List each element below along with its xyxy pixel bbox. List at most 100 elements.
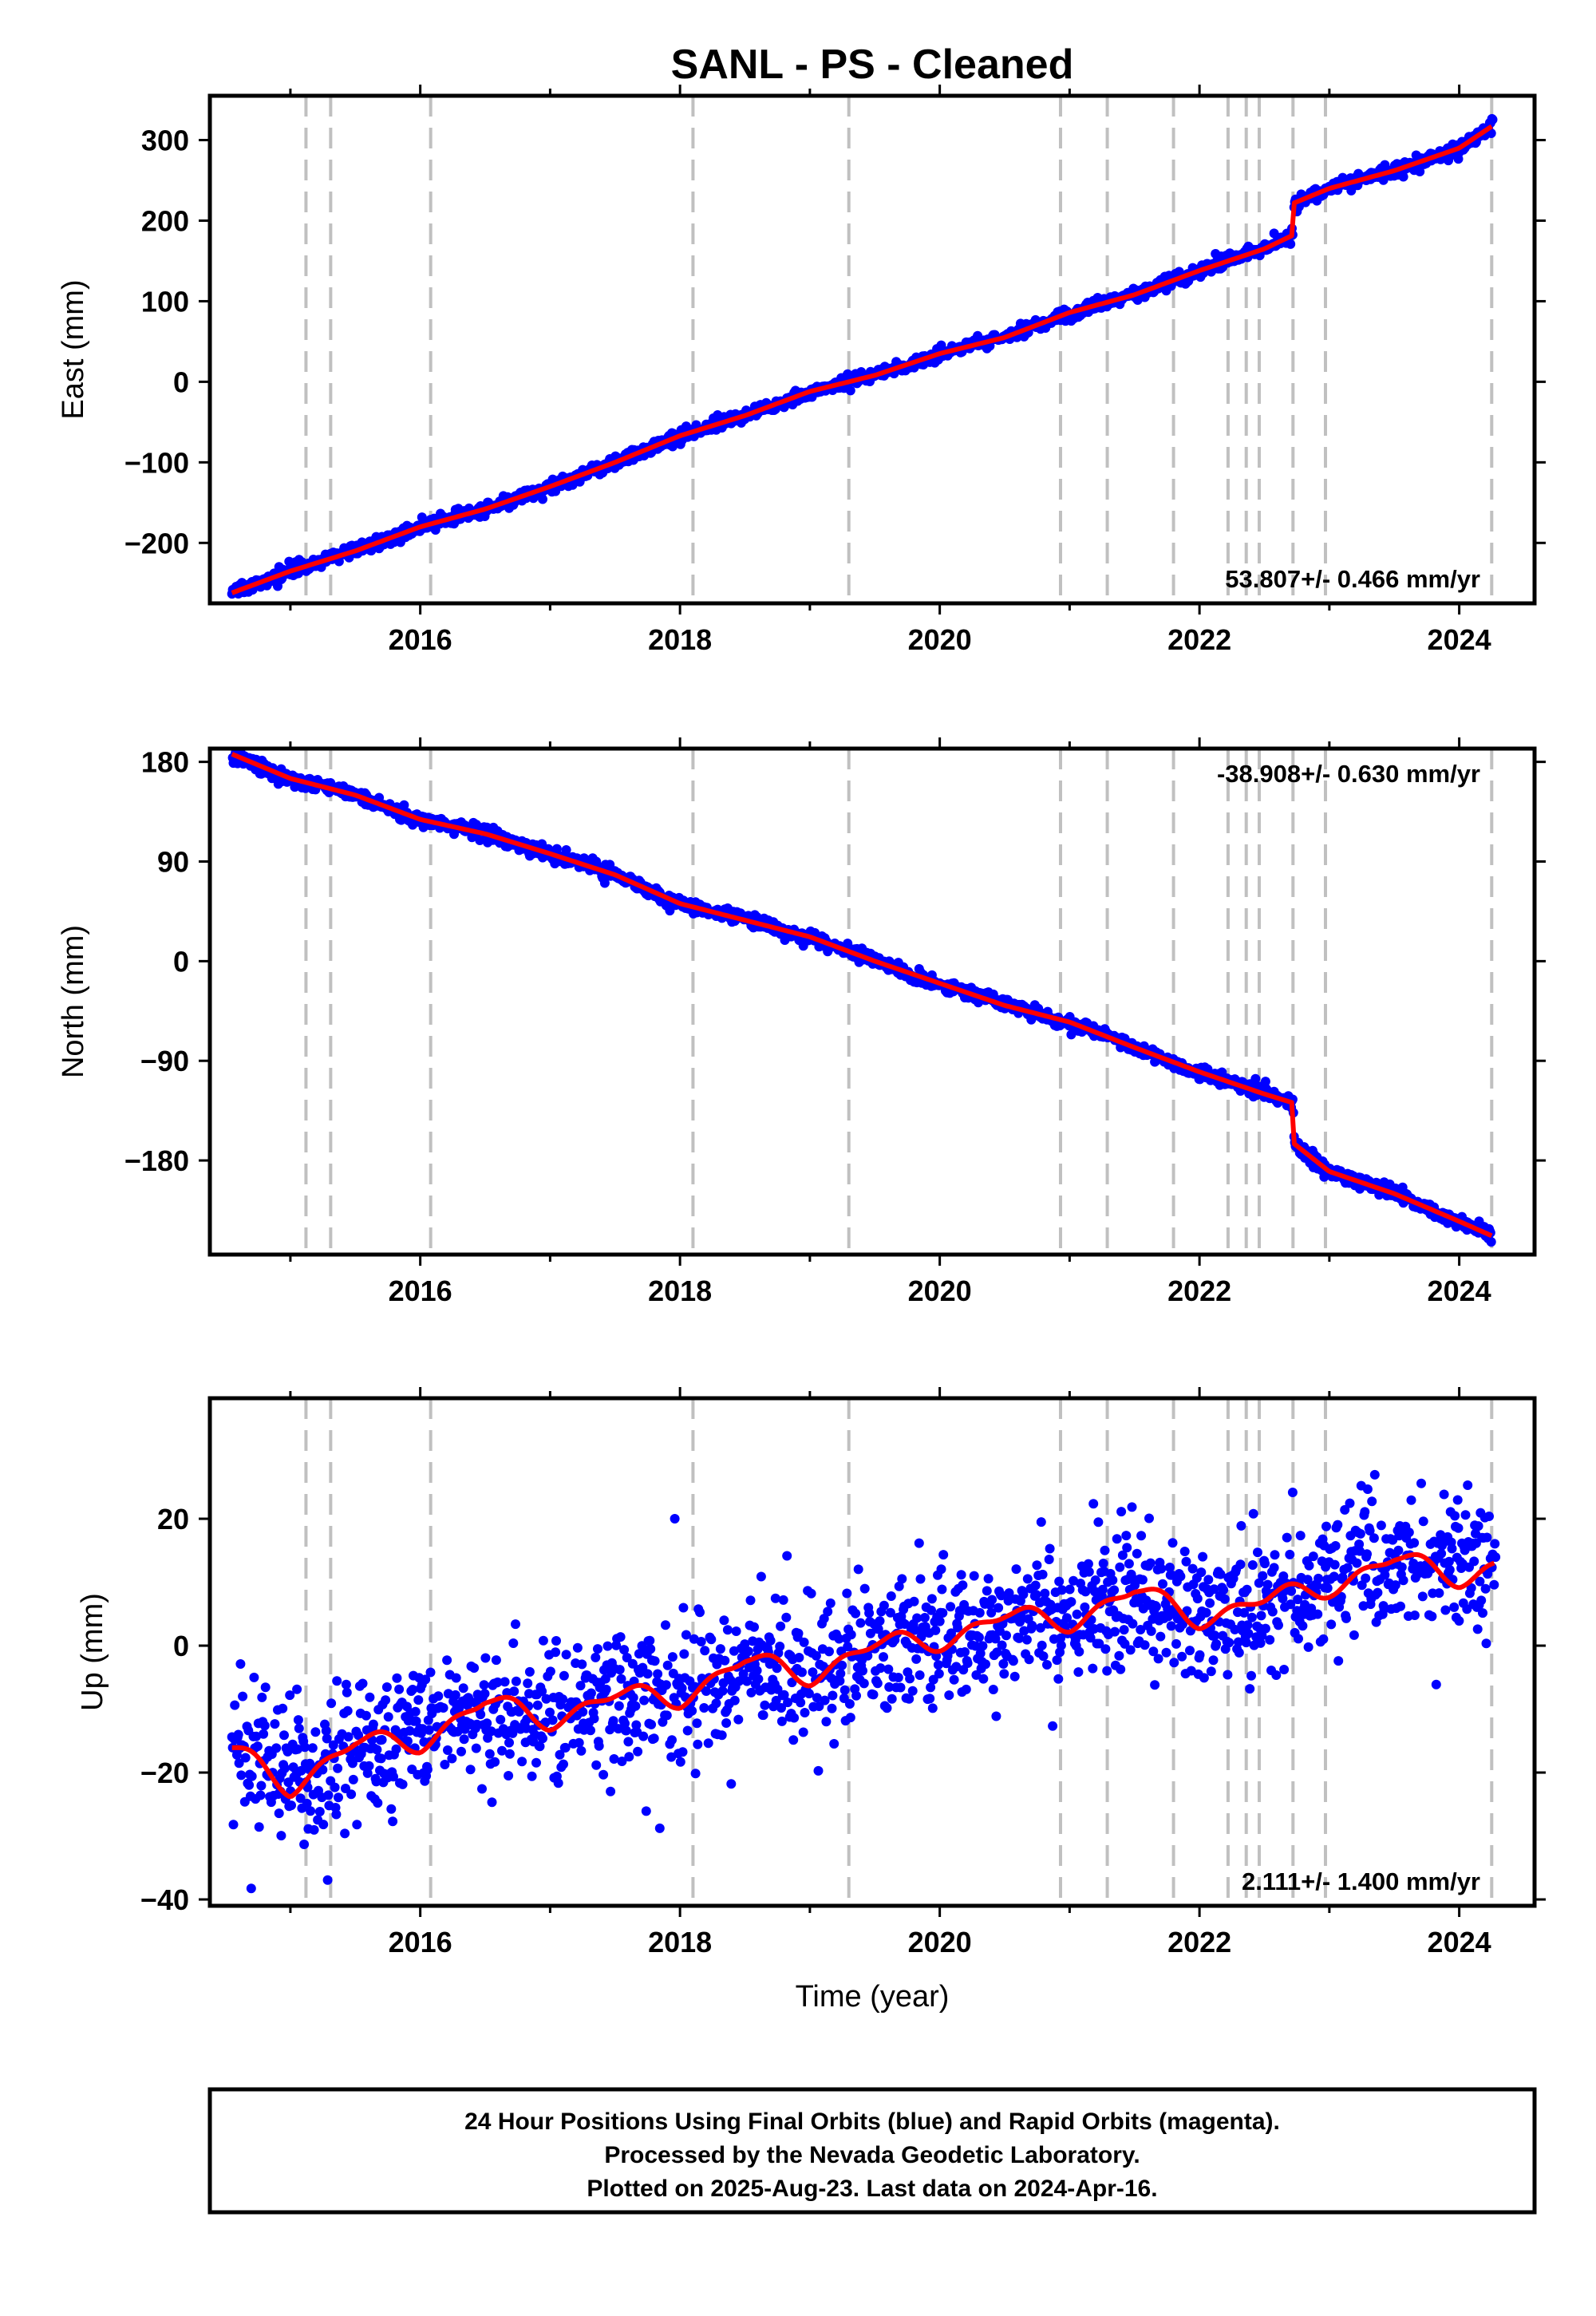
data-point (1211, 1638, 1222, 1649)
data-point (706, 1634, 717, 1645)
data-point (1341, 1613, 1351, 1623)
data-point (1018, 1589, 1029, 1599)
data-point (1330, 1541, 1341, 1551)
data-point (294, 1723, 304, 1733)
data-point (347, 1758, 358, 1769)
data-point (410, 1706, 421, 1717)
data-point (909, 1596, 919, 1607)
data-point (540, 1717, 551, 1728)
y-tick-label: 0 (173, 945, 189, 978)
data-point (1278, 1594, 1288, 1603)
data-point (1205, 1598, 1215, 1608)
data-point (1073, 1667, 1084, 1678)
data-point (974, 1632, 984, 1642)
data-point (545, 1707, 555, 1717)
data-point (804, 1689, 814, 1699)
data-point (1418, 1516, 1428, 1527)
data-point (517, 1757, 527, 1767)
data-point (504, 1771, 514, 1780)
data-point (288, 1762, 298, 1773)
data-point (843, 1642, 853, 1652)
data-point (1369, 1533, 1379, 1543)
data-point (1326, 1619, 1337, 1630)
data-point (484, 1749, 495, 1759)
velocity-label: 2.111+/- 1.400 mm/yr (1242, 1867, 1480, 1895)
data-point (1302, 1575, 1313, 1585)
data-point (855, 1618, 866, 1628)
data-point (1258, 1571, 1268, 1581)
data-point (868, 1690, 879, 1700)
y-tick-label: 300 (141, 124, 189, 157)
data-point (1333, 1520, 1343, 1530)
data-point (572, 1642, 583, 1653)
data-point (1090, 1575, 1100, 1585)
data-point (389, 1772, 398, 1782)
data-point (717, 1730, 727, 1741)
data-point (797, 1667, 807, 1678)
data-point (230, 1700, 240, 1710)
data-point (255, 1790, 266, 1800)
data-point (678, 1747, 688, 1757)
data-point (491, 1655, 501, 1666)
data-point (235, 1659, 246, 1669)
data-point (897, 1574, 907, 1584)
data-point (1369, 1469, 1380, 1480)
data-point (1447, 1543, 1457, 1554)
data-point (504, 1737, 514, 1748)
data-point (798, 1727, 808, 1737)
data-point (646, 1644, 656, 1654)
data-point (1253, 1547, 1262, 1558)
velocity-label: -38.908+/- 0.630 mm/yr (1217, 760, 1480, 788)
data-point (886, 1591, 896, 1601)
data-point (1444, 1565, 1455, 1575)
data-point (1314, 1573, 1324, 1583)
data-point (586, 1688, 596, 1698)
data-point (440, 1760, 450, 1769)
data-point (1074, 1646, 1084, 1657)
data-point (586, 1725, 595, 1736)
data-point (561, 845, 571, 855)
data-point (1080, 1587, 1091, 1597)
data-point (341, 1679, 351, 1690)
data-point (504, 1749, 515, 1759)
data-point (279, 1763, 290, 1773)
data-point (1072, 1609, 1082, 1619)
data-point (1404, 1528, 1414, 1538)
data-point (594, 1741, 604, 1751)
data-point (1434, 1588, 1444, 1599)
data-point (719, 1615, 729, 1626)
data-point (381, 1682, 392, 1692)
data-point (480, 1653, 491, 1663)
data-point (844, 1699, 855, 1709)
data-point (925, 1694, 935, 1704)
data-point (842, 1588, 852, 1599)
data-point (300, 1742, 310, 1753)
data-point (1144, 1513, 1154, 1524)
data-point (307, 1743, 318, 1753)
data-point (1027, 1620, 1037, 1630)
data-point (905, 1674, 915, 1684)
data-point (1304, 1560, 1314, 1571)
data-point (1085, 1633, 1096, 1643)
data-point (1094, 1638, 1104, 1649)
data-point (397, 1779, 408, 1789)
data-point (821, 1717, 832, 1727)
data-point (1156, 1563, 1167, 1574)
data-point (1148, 1646, 1159, 1657)
data-point (907, 1686, 918, 1696)
data-point (1409, 1611, 1420, 1620)
data-point (487, 1797, 497, 1808)
data-point (1052, 1655, 1062, 1666)
data-point (402, 1736, 413, 1746)
x-tick-label: 2022 (1167, 1926, 1231, 1958)
data-point (681, 1630, 691, 1640)
data-point (1318, 1634, 1329, 1644)
data-point (1452, 1495, 1463, 1505)
data-point (443, 1745, 452, 1755)
data-point (1282, 1532, 1292, 1543)
data-points (227, 746, 1496, 1247)
data-point (1119, 1625, 1129, 1635)
data-point (1243, 1628, 1254, 1638)
data-point (1469, 1556, 1479, 1567)
